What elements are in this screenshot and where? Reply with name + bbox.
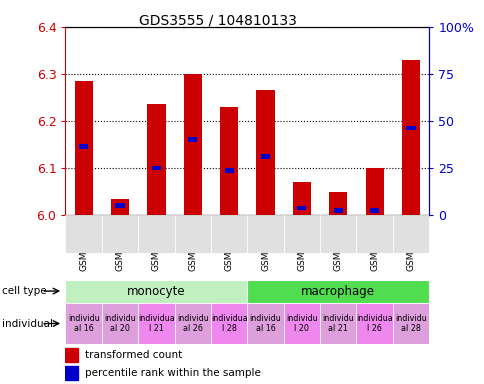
Text: cell type: cell type	[2, 286, 47, 296]
Bar	[356, 303, 392, 344]
Bar	[220, 107, 238, 215]
Bar	[65, 215, 102, 253]
Bar	[111, 199, 129, 215]
Bar	[224, 168, 233, 173]
Bar	[147, 104, 165, 215]
Text: individu
al 21: individu al 21	[322, 314, 353, 333]
Bar	[211, 303, 247, 344]
Bar	[188, 137, 197, 142]
Bar	[406, 126, 415, 130]
Bar	[211, 215, 247, 253]
Bar	[183, 74, 201, 215]
Bar	[365, 168, 383, 215]
Bar	[65, 280, 247, 303]
Bar	[401, 60, 419, 215]
Bar	[256, 90, 274, 215]
Text: GDS3555 / 104810133: GDS3555 / 104810133	[139, 13, 297, 27]
Bar	[138, 215, 174, 253]
Bar	[260, 154, 270, 159]
Bar	[297, 205, 306, 210]
Text: individua
l 21: individua l 21	[138, 314, 174, 333]
Bar	[283, 215, 319, 253]
Bar	[247, 280, 428, 303]
Text: transformed count: transformed count	[85, 350, 182, 360]
Text: individu
al 26: individu al 26	[177, 314, 208, 333]
Text: individua
l 26: individua l 26	[356, 314, 392, 333]
Bar	[102, 215, 138, 253]
Text: individu
al 16: individu al 16	[249, 314, 281, 333]
Bar	[115, 203, 124, 208]
Bar	[329, 192, 347, 215]
Text: individua
l 28: individua l 28	[211, 314, 247, 333]
Bar	[75, 81, 92, 215]
Bar	[65, 366, 78, 380]
Bar	[79, 144, 88, 149]
Text: percentile rank within the sample: percentile rank within the sample	[85, 368, 261, 378]
Text: macrophage: macrophage	[301, 285, 375, 298]
Bar	[319, 215, 356, 253]
Bar	[174, 215, 211, 253]
Text: individu
al 16: individu al 16	[68, 314, 99, 333]
Bar	[292, 182, 310, 215]
Bar	[392, 215, 428, 253]
Text: monocyte: monocyte	[127, 285, 185, 298]
Text: individu
al 28: individu al 28	[394, 314, 426, 333]
Bar	[369, 208, 378, 213]
Bar	[151, 166, 161, 170]
Bar	[356, 215, 392, 253]
Bar	[247, 303, 283, 344]
Bar	[65, 348, 78, 362]
Bar	[247, 215, 283, 253]
Text: individual: individual	[2, 318, 53, 329]
Bar	[333, 208, 342, 213]
Bar	[392, 303, 428, 344]
Bar	[319, 303, 356, 344]
Text: individu
al 20: individu al 20	[104, 314, 136, 333]
Bar	[174, 303, 211, 344]
Bar	[65, 303, 102, 344]
Bar	[102, 303, 138, 344]
Text: individu
l 20: individu l 20	[286, 314, 317, 333]
Bar	[283, 303, 319, 344]
Bar	[138, 303, 174, 344]
